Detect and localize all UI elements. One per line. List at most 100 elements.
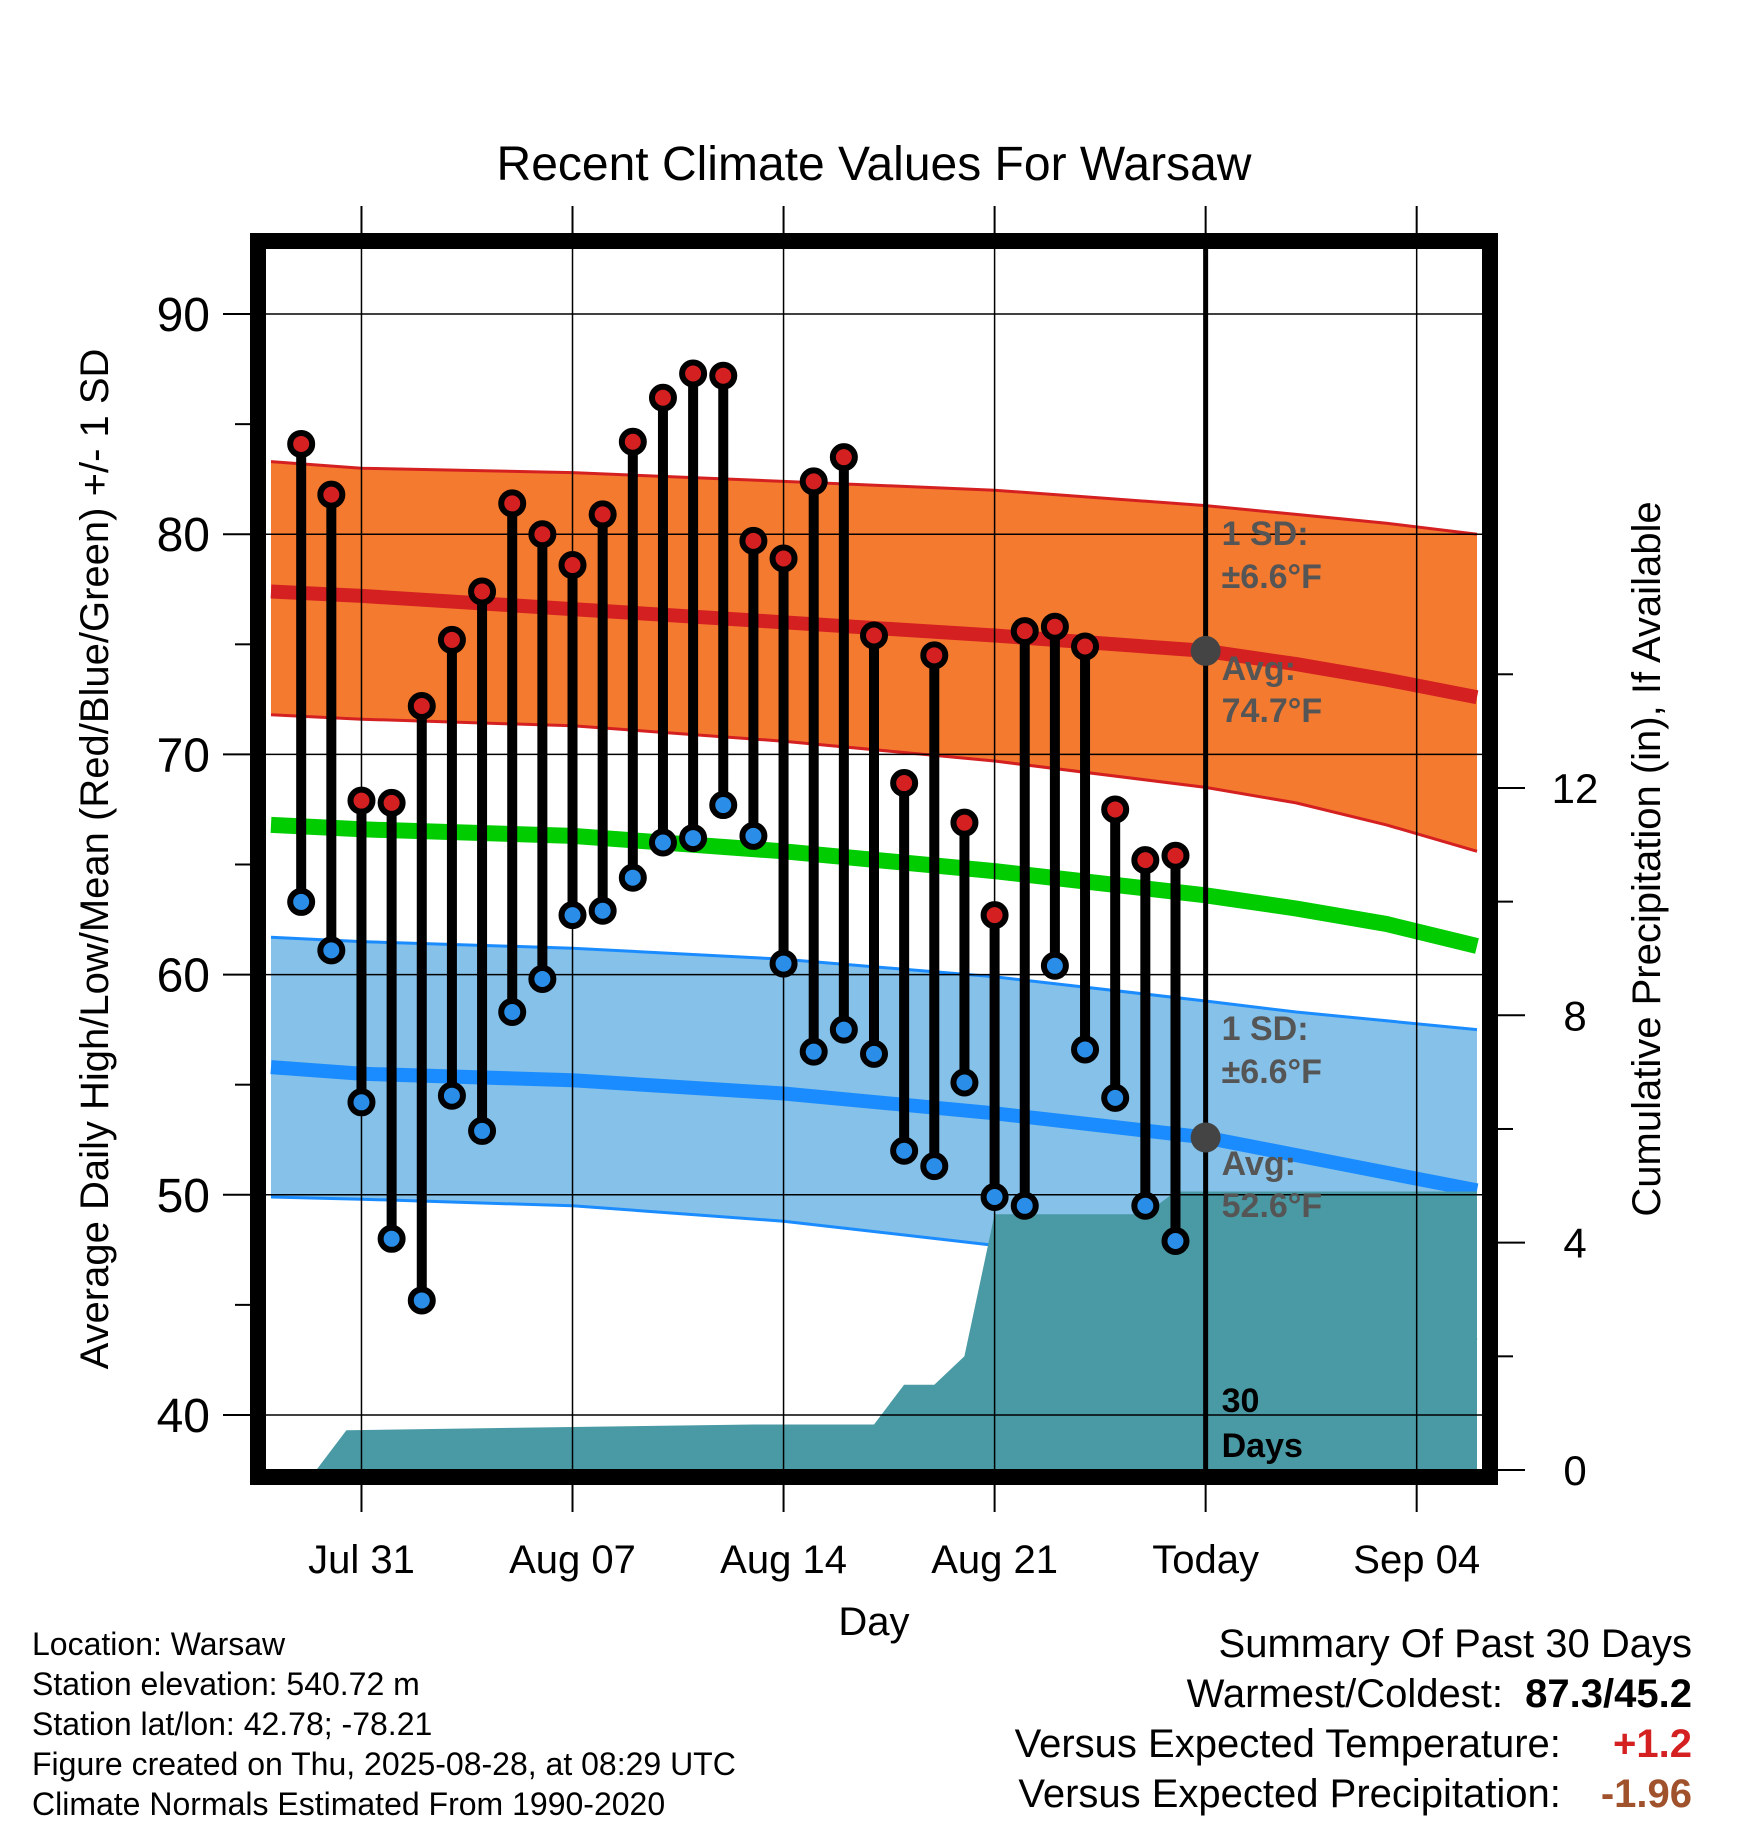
x-tick-label: Jul 31 [308, 1538, 415, 1582]
daily-high-point [799, 467, 828, 496]
daily-low-point [1131, 1191, 1160, 1220]
today-low-normal-point [1190, 1122, 1221, 1153]
daily-high-point [468, 577, 497, 606]
x-tick-label: Aug 07 [509, 1538, 636, 1582]
daily-low-point [618, 863, 647, 892]
daily-low-point [950, 1068, 979, 1097]
daily-high-point [709, 361, 738, 390]
info-elevation: Station elevation: 540.72 m [32, 1666, 420, 1702]
summary-temp-value: +1.2 [1613, 1722, 1692, 1766]
info-location: Location: Warsaw [32, 1626, 286, 1662]
daily-high-point [1071, 632, 1100, 661]
summary-precip-label: Versus Expected Precipitation: [1018, 1772, 1561, 1816]
daily-low-point [407, 1286, 436, 1315]
daily-low-point [1161, 1227, 1190, 1256]
daily-low-point [528, 964, 557, 993]
x-tick-label: Today [1152, 1538, 1259, 1582]
daily-low-point [980, 1182, 1009, 1211]
daily-low-point [498, 998, 527, 1027]
daily-low-point [709, 791, 738, 820]
y-tick-label: 50 [157, 1170, 210, 1223]
daily-high-point [890, 769, 919, 798]
daily-low-point [920, 1152, 949, 1181]
summary-temperature: Versus Expected Temperature: +1.2 [1015, 1722, 1692, 1767]
low-sd-label: 1 SD: [1222, 1010, 1309, 1048]
daily-low-point [468, 1116, 497, 1145]
y-tick-label: 90 [157, 289, 210, 342]
daily-low-point [317, 936, 346, 965]
daily-high-point [739, 526, 768, 555]
daily-high-point [920, 641, 949, 670]
daily-low-point [377, 1224, 406, 1253]
y2-tick-label: 12 [1552, 765, 1599, 812]
daily-high-point [1161, 841, 1190, 870]
daily-low-point [890, 1136, 919, 1165]
daily-high-point [769, 544, 798, 573]
daily-high-point [829, 443, 858, 472]
today-high-normal-point [1190, 635, 1221, 666]
summary-temp-label: Versus Expected Temperature: [1014, 1722, 1561, 1766]
daily-high-point [860, 621, 888, 650]
daily-low-point [1040, 951, 1069, 980]
daily-low-point [1101, 1083, 1130, 1112]
daily-high-point [437, 625, 466, 654]
high-avg-value: 74.7°F [1222, 692, 1323, 730]
plot-frame [250, 233, 1498, 1485]
y2-tick-label: 8 [1563, 992, 1586, 1039]
daily-low-point [1010, 1191, 1039, 1220]
daily-high-point [317, 480, 346, 509]
daily-low-point [739, 821, 768, 850]
summary-warmest-label: Warmest/Coldest: [1186, 1672, 1503, 1716]
daily-high-point [980, 901, 1009, 930]
daily-high-point [558, 551, 587, 580]
daily-high-point [287, 429, 316, 458]
low-sd-value: ±6.6°F [1222, 1053, 1322, 1091]
daily-low-point [799, 1037, 828, 1066]
y2-axis-label: Cumulative Precipitation (in), If Availa… [1625, 501, 1669, 1216]
low-avg-label: Avg: [1222, 1145, 1296, 1183]
daily-high-point [950, 808, 979, 837]
daily-high-point [377, 788, 406, 817]
high-sd-label: 1 SD: [1222, 515, 1309, 553]
y-tick-label: 40 [157, 1390, 210, 1443]
plot-area [265, 248, 1483, 1470]
daily-low-point [588, 896, 617, 925]
daily-high-point [528, 520, 557, 549]
daily-low-point [829, 1015, 858, 1044]
y2-tick-label: 4 [1563, 1220, 1586, 1267]
daily-high-point [679, 359, 708, 388]
x-axis-label: Day [838, 1600, 909, 1644]
precip-label-days: Days [1222, 1427, 1303, 1465]
daily-high-point [1131, 846, 1160, 875]
daily-high-point [648, 383, 677, 412]
info-normals: Climate Normals Estimated From 1990-2020 [32, 1786, 666, 1822]
precipitation-area [271, 1191, 1477, 1470]
y-tick-label: 60 [157, 950, 210, 1003]
daily-low-point [287, 887, 316, 916]
info-created: Figure created on Thu, 2025-08-28, at 08… [32, 1746, 736, 1782]
x-tick-label: Aug 21 [931, 1538, 1058, 1582]
precip-label-30: 30 [1222, 1382, 1260, 1420]
daily-high-point [407, 691, 436, 720]
daily-low-point [437, 1081, 466, 1110]
daily-low-point [648, 828, 677, 857]
y2-tick-label: 0 [1563, 1447, 1586, 1494]
daily-high-point [347, 786, 376, 815]
daily-low-point [558, 901, 587, 930]
daily-low-point [679, 824, 708, 853]
daily-high-point [1101, 795, 1130, 824]
summary-warmest-value: 87.3/45.2 [1525, 1672, 1692, 1716]
info-latlon: Station lat/lon: 42.78; -78.21 [32, 1706, 433, 1742]
summary-precipitation: Versus Expected Precipitation: -1.96 [1018, 1772, 1692, 1817]
y-tick-label: 80 [157, 509, 210, 562]
x-tick-label: Aug 14 [720, 1538, 847, 1582]
plot-overlay: 1 SD: ±6.6°F Avg: 74.7°F 1 SD: ±6.6°F Avg: 52.6… [157, 206, 1599, 1582]
high-sd-value: ±6.6°F [1222, 558, 1322, 596]
summary-warmest: Warmest/Coldest: 87.3/45.2 [1187, 1672, 1692, 1717]
daily-low-point [769, 949, 798, 978]
low-avg-value: 52.6°F [1222, 1187, 1323, 1225]
summary-heading: Summary Of Past 30 Days [1218, 1622, 1692, 1666]
daily-high-point [588, 500, 617, 529]
daily-low-point [347, 1088, 376, 1117]
